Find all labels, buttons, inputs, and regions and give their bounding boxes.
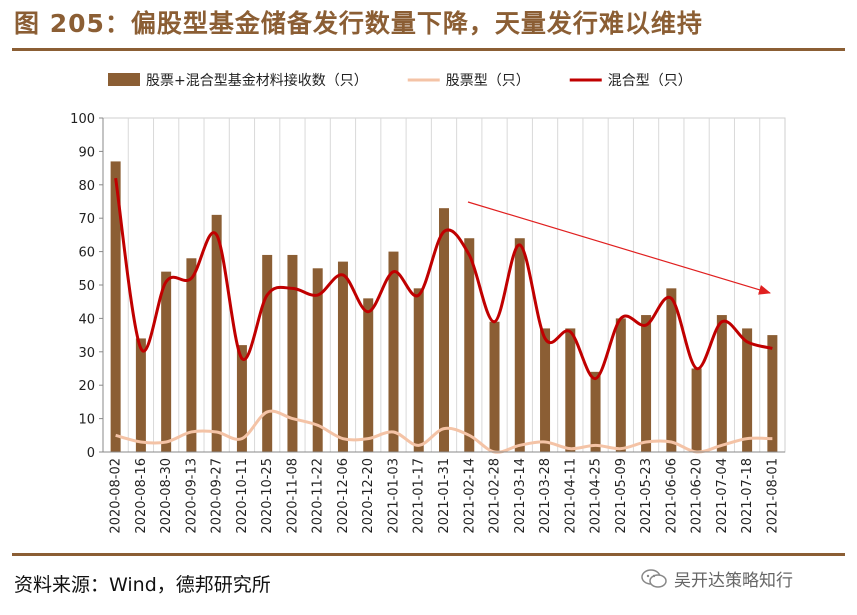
y-tick-label: 80 bbox=[78, 179, 95, 194]
x-tick-label: 2021-02-28 bbox=[488, 458, 503, 534]
x-tick-label: 2021-06-06 bbox=[664, 458, 679, 534]
legend: 股票+混合型基金材料接收数（只） 股票型（只） 混合型（只） bbox=[108, 72, 692, 89]
bar bbox=[615, 318, 626, 452]
bar bbox=[211, 214, 222, 452]
watermark: 吴开达策略知行 bbox=[640, 566, 793, 591]
bar bbox=[590, 371, 601, 452]
y-tick-label: 70 bbox=[78, 212, 95, 227]
x-tick-label: 2020-08-30 bbox=[159, 458, 174, 534]
y-tick-label: 30 bbox=[78, 346, 95, 361]
bar bbox=[110, 161, 121, 453]
y-tick-label: 60 bbox=[78, 246, 95, 261]
mixed-fund-line bbox=[114, 177, 773, 380]
x-tick-label: 2021-01-03 bbox=[386, 458, 401, 534]
bar bbox=[641, 315, 652, 452]
bar bbox=[388, 251, 399, 452]
bar bbox=[161, 271, 172, 452]
x-tick-label: 2021-01-17 bbox=[412, 458, 427, 534]
x-tick-label: 2021-06-20 bbox=[690, 458, 705, 534]
bar-series bbox=[110, 161, 778, 453]
top-rule bbox=[12, 48, 845, 51]
bar bbox=[716, 315, 727, 452]
x-tick-label: 2020-09-13 bbox=[184, 458, 199, 534]
x-tick-label: 2021-03-14 bbox=[513, 458, 528, 534]
bar bbox=[262, 254, 273, 452]
y-tick-label: 90 bbox=[78, 145, 95, 160]
x-tick-label: 2021-07-04 bbox=[715, 458, 730, 534]
x-tick-label: 2021-02-14 bbox=[462, 458, 477, 534]
y-tick-label: 40 bbox=[78, 312, 95, 327]
y-tick-label: 10 bbox=[78, 413, 95, 428]
bar bbox=[236, 345, 247, 452]
x-tick-label: 2020-09-27 bbox=[210, 458, 225, 534]
annotations bbox=[467, 201, 771, 295]
x-tick-label: 2020-08-02 bbox=[109, 458, 124, 534]
legend-label: 股票+混合型基金材料接收数（只） bbox=[146, 72, 368, 89]
bottom-rule bbox=[12, 553, 845, 556]
x-tick-label: 2020-11-22 bbox=[311, 458, 326, 534]
y-tick-label: 20 bbox=[78, 379, 95, 394]
bar bbox=[489, 321, 500, 452]
x-tick-label: 2021-03-28 bbox=[538, 458, 553, 534]
bar bbox=[514, 238, 525, 452]
legend-label: 股票型（只） bbox=[446, 73, 530, 89]
bar bbox=[186, 258, 197, 452]
bar bbox=[540, 328, 551, 452]
bar bbox=[565, 328, 576, 452]
x-tick-label: 2021-07-18 bbox=[740, 458, 755, 534]
wechat-icon bbox=[641, 568, 667, 588]
x-tick-label: 2021-04-25 bbox=[589, 458, 604, 534]
x-tick-label: 2020-08-16 bbox=[134, 458, 149, 534]
bar bbox=[464, 238, 475, 452]
bar bbox=[742, 328, 753, 452]
watermark-text: 吴开达策略知行 bbox=[674, 571, 793, 591]
grid bbox=[102, 117, 786, 453]
bar bbox=[666, 288, 677, 452]
y-tick-label: 0 bbox=[87, 446, 95, 461]
stock-fund-line bbox=[115, 409, 773, 454]
x-tick-label: 2020-12-06 bbox=[336, 458, 351, 534]
source-note: 资料来源：Wind，德邦研究所 bbox=[14, 574, 271, 596]
legend-label: 混合型（只） bbox=[608, 73, 692, 89]
bar bbox=[312, 268, 323, 452]
bar bbox=[413, 288, 424, 452]
x-tick-label: 2020-10-25 bbox=[260, 458, 275, 534]
x-tick-label: 2020-10-11 bbox=[235, 458, 250, 534]
x-tick-label: 2021-01-31 bbox=[437, 458, 452, 534]
bar bbox=[287, 254, 298, 452]
legend-swatch bbox=[108, 73, 140, 86]
x-tick-label: 2021-05-23 bbox=[639, 458, 654, 534]
bar bbox=[767, 335, 778, 452]
x-tick-label: 2021-04-11 bbox=[563, 458, 578, 534]
x-tick-label: 2020-11-08 bbox=[285, 458, 300, 534]
y-tick-label: 50 bbox=[78, 279, 95, 294]
bar bbox=[363, 298, 374, 452]
bar bbox=[691, 368, 702, 452]
x-tick-label: 2021-05-09 bbox=[614, 458, 629, 534]
chart-title: 图 205：偏股型基金储备发行数量下降，天量发行难以维持 bbox=[14, 9, 703, 38]
y-axis: 0 10 20 30 40 50 60 70 80 90 100 bbox=[70, 112, 104, 461]
trend-arrow bbox=[467, 201, 771, 295]
x-axis: 2020-08-02 2020-08-16 2020-08-30 2020-09-13… bbox=[103, 451, 785, 534]
x-tick-label: 2021-08-01 bbox=[765, 458, 780, 534]
y-tick-label: 100 bbox=[70, 112, 95, 127]
line-series bbox=[114, 177, 773, 454]
bar bbox=[337, 261, 348, 452]
x-tick-label: 2020-12-20 bbox=[361, 458, 376, 534]
bar bbox=[439, 208, 449, 452]
bar bbox=[135, 338, 146, 452]
